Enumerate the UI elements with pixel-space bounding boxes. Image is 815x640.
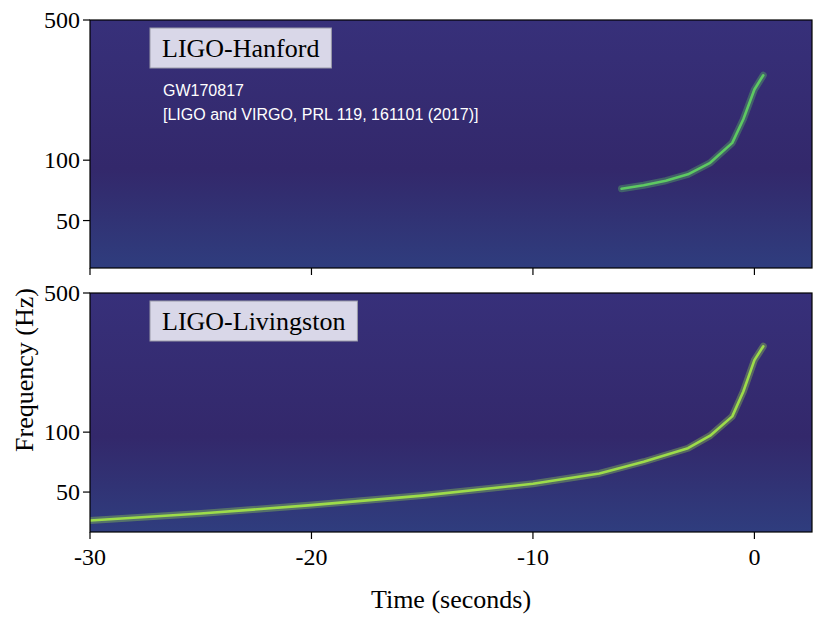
panel-label-box (150, 28, 331, 68)
panel: 50 100 500 -30 -20 -10 0 LIGO-Livingston Time (s… (10, 280, 813, 614)
y-tick (83, 160, 90, 161)
x-axis-title: Time (seconds) (371, 585, 531, 614)
panel-label-box (150, 301, 357, 341)
x-tick-label: -20 (295, 544, 327, 570)
panel-label: LIGO-Hanford (162, 34, 319, 63)
chirp-track (622, 75, 764, 188)
y-tick-label: 500 (44, 7, 80, 33)
y-tick (83, 292, 90, 293)
y-tick-label: 100 (44, 147, 80, 173)
y-tick (83, 19, 90, 20)
y-tick (83, 491, 90, 492)
y-tick-label: 100 (44, 419, 80, 445)
y-tick (83, 220, 90, 221)
chirp-glow (90, 346, 763, 520)
series-group (90, 346, 763, 520)
x-tick (532, 268, 533, 275)
plot-background (90, 20, 812, 268)
y-tick-label: 50 (56, 479, 80, 505)
series-group (622, 75, 764, 188)
plot-frame (90, 20, 812, 268)
x-tick-label: 0 (748, 544, 760, 570)
x-tick (754, 268, 755, 275)
x-tick (311, 268, 312, 275)
y-axis-title: Frequency (Hz) (10, 288, 39, 452)
annotation: [LIGO and VIRGO, PRL 119, 161101 (2017)] (163, 106, 478, 123)
plot-frame (90, 293, 812, 532)
x-tick (89, 532, 90, 539)
chirp-glow (622, 75, 764, 188)
chirp-track (90, 346, 763, 520)
x-tick (754, 532, 755, 539)
y-tick-label: 500 (44, 280, 80, 306)
x-tick (532, 532, 533, 539)
plot-background (90, 293, 812, 532)
x-tick-label: -30 (74, 544, 106, 570)
panel-label: LIGO-Livingston (162, 307, 345, 336)
y-tick (83, 432, 90, 433)
x-tick (89, 268, 90, 275)
y-tick-label: 50 (56, 208, 80, 234)
x-tick-label: -10 (517, 544, 549, 570)
panel: 50 100 500 LIGO-Hanford GW170817 [LIGO and VI… (44, 7, 812, 275)
x-tick (311, 532, 312, 539)
annotation: GW170817 (163, 82, 244, 99)
figure: 50100500LIGO-HanfordGW170817[LIGO and VI… (0, 0, 815, 640)
